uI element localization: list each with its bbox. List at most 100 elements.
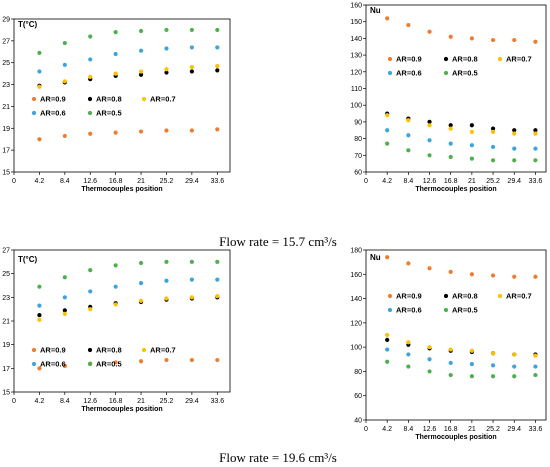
data-point (512, 158, 517, 163)
data-point (448, 126, 453, 131)
x-tick-label: 12.6 (83, 398, 97, 405)
legend-label: AR=0.9 (396, 292, 422, 301)
y-tick-label: 100 (350, 345, 362, 352)
legend-label: AR=0.9 (396, 55, 422, 64)
data-point (62, 311, 67, 316)
data-point (448, 154, 453, 160)
data-point (164, 67, 169, 72)
data-point (37, 284, 42, 289)
data-point (113, 130, 118, 135)
data-point (37, 69, 42, 74)
data-point (113, 30, 118, 35)
legend-marker (497, 293, 503, 299)
data-point (88, 34, 93, 39)
data-point (427, 357, 432, 362)
data-point (189, 259, 194, 264)
y-tick-label: 15 (2, 170, 10, 177)
legend-marker (141, 347, 147, 353)
legend-label: AR=0.9 (40, 346, 66, 355)
legend-marker (141, 96, 147, 102)
y-tick-label: 110 (351, 86, 362, 93)
legend-label: AR=0.8 (452, 55, 478, 64)
data-point (469, 374, 474, 379)
data-point (512, 37, 517, 43)
y-axis-title: T(°C) (18, 255, 38, 264)
data-point (406, 22, 411, 28)
data-point (448, 34, 453, 39)
data-point (448, 360, 453, 366)
y-tick-label: 80 (354, 136, 362, 143)
plot-frame (365, 4, 547, 173)
y-tick-label: 21 (2, 104, 10, 111)
data-point (512, 364, 517, 369)
legend-marker (443, 70, 449, 76)
plot-frame (13, 249, 231, 393)
data-point (490, 273, 496, 278)
data-point (406, 118, 411, 123)
data-point (62, 308, 67, 313)
data-point (113, 302, 118, 307)
data-point (88, 74, 93, 80)
x-tick-label: 8.4 (60, 398, 70, 405)
x-tick-label: 21 (468, 426, 476, 433)
data-point (385, 113, 390, 118)
legend-label: AR=0.7 (506, 292, 532, 301)
data-point (385, 16, 390, 21)
legend-label: AR=0.6 (40, 360, 66, 369)
legend-marker (87, 110, 93, 116)
data-point (512, 374, 517, 379)
legend-label: AR=0.7 (506, 55, 532, 64)
data-point (88, 307, 93, 312)
data-point (138, 260, 144, 266)
x-tick-label: 0 (12, 398, 16, 405)
data-point (427, 153, 432, 158)
x-tick-label: 16.8 (444, 178, 458, 185)
legend-marker (387, 56, 393, 62)
data-point (215, 45, 220, 50)
x-tick-label: 4.2 (35, 178, 45, 185)
legend-label: AR=0.5 (452, 69, 478, 78)
data-point (62, 295, 67, 300)
data-point (138, 72, 144, 77)
x-tick-label: 8.4 (403, 178, 413, 185)
data-point (512, 128, 517, 133)
data-point (385, 141, 390, 146)
y-tick-label: 19 (2, 342, 10, 349)
x-tick-label: 21 (137, 398, 145, 405)
data-point (37, 84, 42, 89)
x-tick-label: 12.6 (423, 426, 437, 433)
legend-label: AR=0.7 (150, 95, 176, 104)
data-point (138, 48, 144, 53)
data-point (512, 352, 517, 357)
data-point (385, 337, 390, 342)
legend-marker (31, 96, 37, 102)
data-point (189, 295, 194, 300)
x-tick-label: 29.4 (507, 426, 521, 433)
data-point (215, 294, 220, 299)
x-tick-label: 4.2 (35, 398, 45, 405)
data-point (88, 268, 93, 273)
legend-label: AR=0.9 (40, 95, 66, 104)
data-point (164, 128, 169, 133)
data-point (385, 347, 390, 352)
x-tick-label: 8.4 (403, 426, 413, 433)
legend-marker (87, 361, 93, 367)
data-point (37, 50, 42, 55)
legend-label: AR=0.8 (96, 346, 122, 355)
data-point (37, 317, 42, 322)
data-point (427, 138, 432, 143)
y-tick-label: 25 (2, 60, 10, 67)
data-point (490, 158, 496, 163)
data-point (164, 46, 169, 51)
y-tick-label: 160 (350, 3, 362, 10)
legend-marker (443, 307, 449, 313)
data-point (533, 128, 538, 133)
x-axis-title: Thermocouples position (415, 434, 496, 441)
x-tick-label: 33.6 (210, 178, 224, 185)
data-point (385, 359, 390, 364)
data-point (469, 143, 474, 148)
plot-frame (13, 18, 231, 173)
data-point (533, 131, 538, 136)
x-tick-label: 12.6 (423, 178, 437, 185)
data-point (62, 275, 67, 280)
